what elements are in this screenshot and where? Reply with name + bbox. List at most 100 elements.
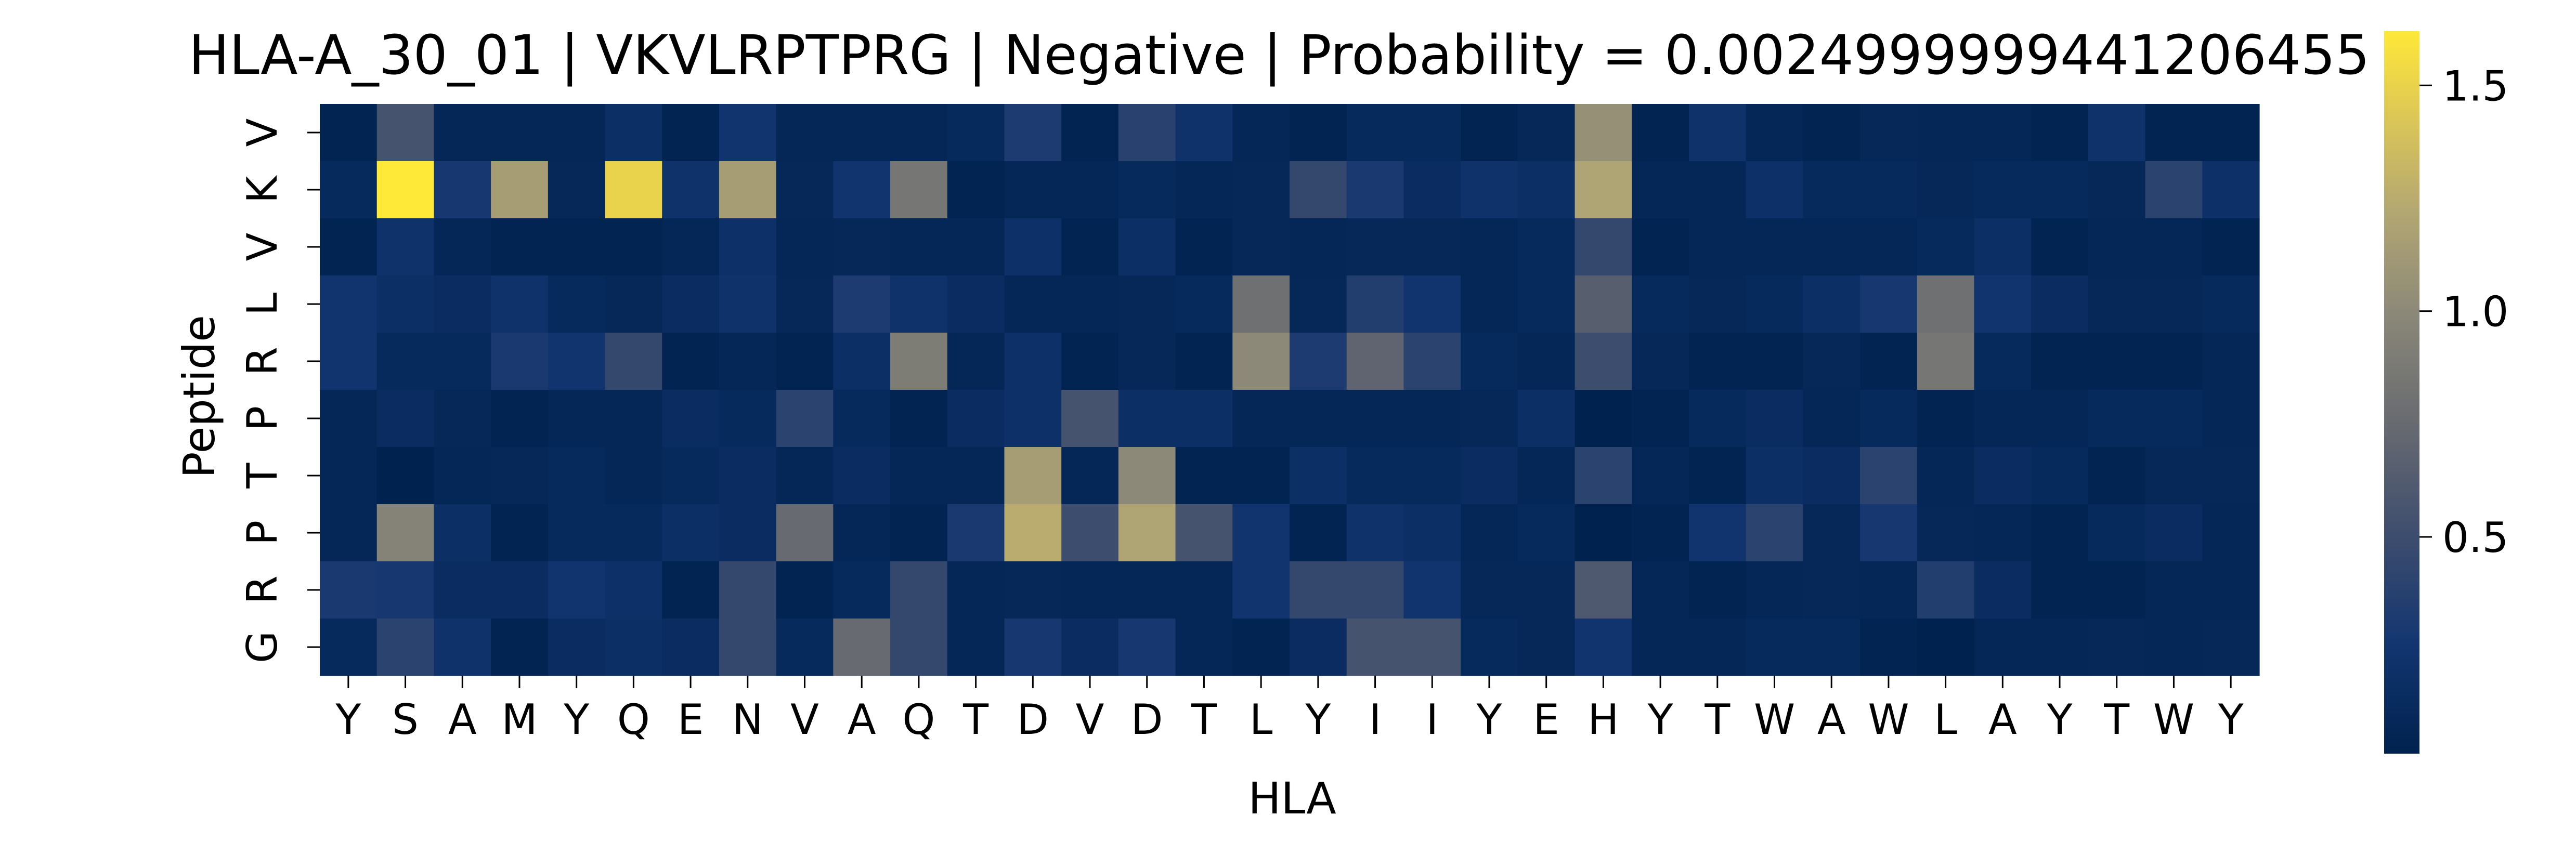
heatmap-cell <box>1860 333 1918 390</box>
heatmap-cell <box>2202 218 2260 276</box>
heatmap-cell <box>1403 390 1461 448</box>
heatmap-cell <box>1632 218 1689 276</box>
x-tick-label: S <box>392 695 419 744</box>
heatmap-cell <box>376 161 435 219</box>
heatmap-cell <box>1517 504 1576 562</box>
heatmap-cell <box>1118 104 1176 162</box>
heatmap-cell <box>719 275 777 333</box>
heatmap-cell <box>1403 561 1461 619</box>
x-tick-label: T <box>1191 695 1217 744</box>
heatmap-cell <box>1974 390 2032 448</box>
heatmap-cell <box>1118 218 1176 276</box>
x-tick-label: A <box>1988 695 2017 744</box>
heatmap-cell <box>947 333 1005 390</box>
heatmap-cell <box>719 561 777 619</box>
heatmap-cell <box>320 619 378 676</box>
heatmap-cell <box>548 447 606 505</box>
heatmap-cell <box>662 447 720 505</box>
heatmap-cell <box>1346 218 1404 276</box>
heatmap-cell <box>833 104 891 162</box>
heatmap-cell <box>548 218 606 276</box>
heatmap-cell <box>2088 333 2146 390</box>
heatmap-cell <box>1461 504 1518 562</box>
heatmap-cell <box>1803 275 1861 333</box>
x-tick-label: V <box>1076 695 1104 744</box>
x-tick-label: N <box>732 695 763 744</box>
heatmap-cell <box>548 619 606 676</box>
heatmap-cell <box>1118 504 1176 562</box>
heatmap-cell <box>2088 104 2146 162</box>
heatmap-cell <box>890 218 948 276</box>
heatmap-cell <box>1290 333 1347 390</box>
heatmap-cell <box>605 218 662 276</box>
heatmap-cell <box>2031 561 2089 619</box>
heatmap-cell <box>548 333 606 390</box>
heatmap-cell <box>1232 619 1290 676</box>
heatmap-cell <box>434 447 491 505</box>
heatmap-cell <box>1632 504 1689 562</box>
colorbar-tick-label: 1.5 <box>2442 62 2508 110</box>
heatmap-cell <box>1517 161 1576 219</box>
heatmap-cell <box>1746 561 1803 619</box>
heatmap-cell <box>1974 561 2032 619</box>
heatmap-cell <box>2202 561 2260 619</box>
heatmap-cell <box>2031 619 2089 676</box>
heatmap-cell <box>1232 104 1290 162</box>
heatmap-cell <box>1346 619 1404 676</box>
heatmap-cell <box>1803 161 1861 219</box>
heatmap-cell <box>1688 333 1747 390</box>
heatmap-cell <box>1175 104 1233 162</box>
heatmap-cell <box>1175 275 1233 333</box>
heatmap-cell <box>1860 218 1918 276</box>
x-tick-label: Y <box>2047 695 2073 744</box>
heatmap-cell <box>1004 161 1062 219</box>
heatmap-cell <box>320 104 378 162</box>
heatmap-cell <box>947 104 1005 162</box>
heatmap-cell <box>1575 504 1632 562</box>
heatmap-cell <box>376 275 435 333</box>
x-tick-label: E <box>678 695 704 744</box>
x-tick-label: A <box>448 695 477 744</box>
heatmap-cell <box>2088 218 2146 276</box>
heatmap-cell <box>1917 561 1975 619</box>
x-tick-label: Y <box>1647 695 1674 744</box>
heatmap-cell <box>1860 275 1918 333</box>
heatmap-cell <box>491 619 549 676</box>
heatmap-cell <box>1346 447 1404 505</box>
heatmap-cell <box>1860 104 1918 162</box>
heatmap-cell <box>1860 447 1918 505</box>
heatmap-cell <box>1632 561 1689 619</box>
heatmap-cell <box>2145 218 2203 276</box>
heatmap-cell <box>2145 561 2203 619</box>
heatmap-cell <box>1746 504 1803 562</box>
heatmap-cell <box>1461 447 1518 505</box>
heatmap-cell <box>320 561 378 619</box>
heatmap-cell <box>1232 561 1290 619</box>
heatmap-cell <box>1004 218 1062 276</box>
y-tick-label: P <box>238 520 287 545</box>
heatmap-cell <box>320 390 378 448</box>
heatmap-cell <box>491 104 549 162</box>
heatmap-cell <box>2202 619 2260 676</box>
heatmap-cell <box>890 333 948 390</box>
heatmap-cell <box>1118 390 1176 448</box>
heatmap-cell <box>1175 218 1233 276</box>
heatmap-cell <box>1575 561 1632 619</box>
x-tick-label: H <box>1588 695 1619 744</box>
heatmap-cell <box>1632 390 1689 448</box>
heatmap-cell <box>434 619 491 676</box>
heatmap-cell <box>320 218 378 276</box>
heatmap-cell <box>2088 504 2146 562</box>
x-tick-label: Y <box>335 695 361 744</box>
heatmap-cell <box>890 619 948 676</box>
heatmap-cell <box>947 275 1005 333</box>
heatmap-cell <box>2145 504 2203 562</box>
heatmap-cell <box>1746 619 1803 676</box>
heatmap-cell <box>719 390 777 448</box>
heatmap-cell <box>1346 504 1404 562</box>
heatmap-cell <box>2031 161 2089 219</box>
heatmap-cell <box>605 390 662 448</box>
heatmap-cell <box>1803 333 1861 390</box>
heatmap-cell <box>1461 161 1518 219</box>
